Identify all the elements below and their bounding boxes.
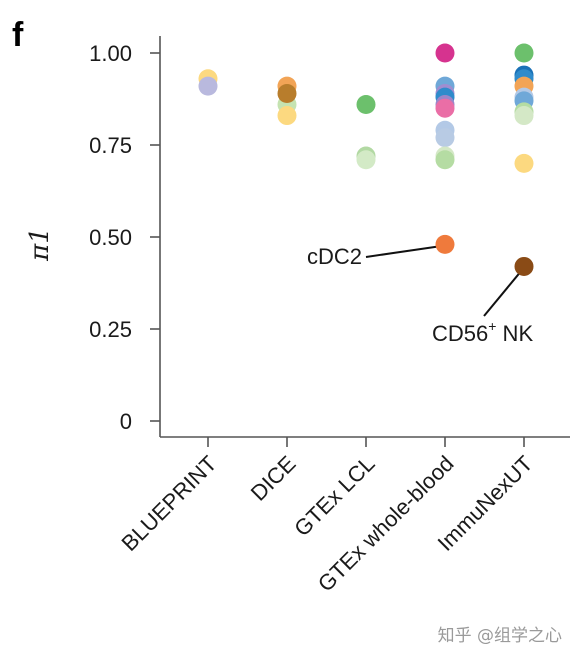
x-tick-label: DICE	[246, 451, 301, 506]
y-tick-label: 1.00	[89, 41, 132, 66]
annotation-cdc2: cDC2	[307, 244, 362, 269]
data-point	[514, 153, 534, 173]
panel-label: f	[12, 16, 24, 54]
y-tick-label: 0.50	[89, 225, 132, 250]
annotation-leaders	[365, 245, 521, 317]
leader-line-cd56-nk	[483, 271, 521, 317]
y-tick-label: 0.75	[89, 133, 132, 158]
x-tick-label: GTEx whole-blood	[313, 451, 459, 597]
annotation-cd56-nk: CD56+ NK	[432, 318, 533, 346]
annotation-cd56-text: CD56	[432, 321, 488, 346]
data-point	[435, 150, 455, 170]
leader-line-cdc2	[365, 245, 440, 258]
data-point	[435, 128, 455, 148]
data-point-highlighted	[514, 256, 534, 276]
data-point	[277, 106, 297, 126]
data-point	[435, 98, 455, 118]
watermark-text: 知乎 @组学之心	[438, 626, 562, 646]
data-point	[435, 43, 455, 63]
y-axis-ticks: 0 0.25 0.50 0.75 1.00	[89, 41, 160, 434]
y-axis-label: π1	[25, 227, 55, 262]
annotation-cd56-superscript: +	[488, 318, 496, 334]
y-tick-label: 0.25	[89, 317, 132, 342]
x-tick-label: BLUEPRINT	[117, 451, 222, 556]
data-point	[514, 43, 534, 63]
data-point	[198, 76, 218, 96]
data-point	[277, 83, 297, 103]
y-tick-label: 0	[120, 409, 132, 434]
data-point	[356, 150, 376, 170]
annotation-cd56-suffix: NK	[496, 321, 533, 346]
data-point	[356, 95, 376, 115]
data-point-highlighted	[435, 234, 455, 254]
data-point	[514, 106, 534, 126]
data-points	[198, 43, 534, 276]
